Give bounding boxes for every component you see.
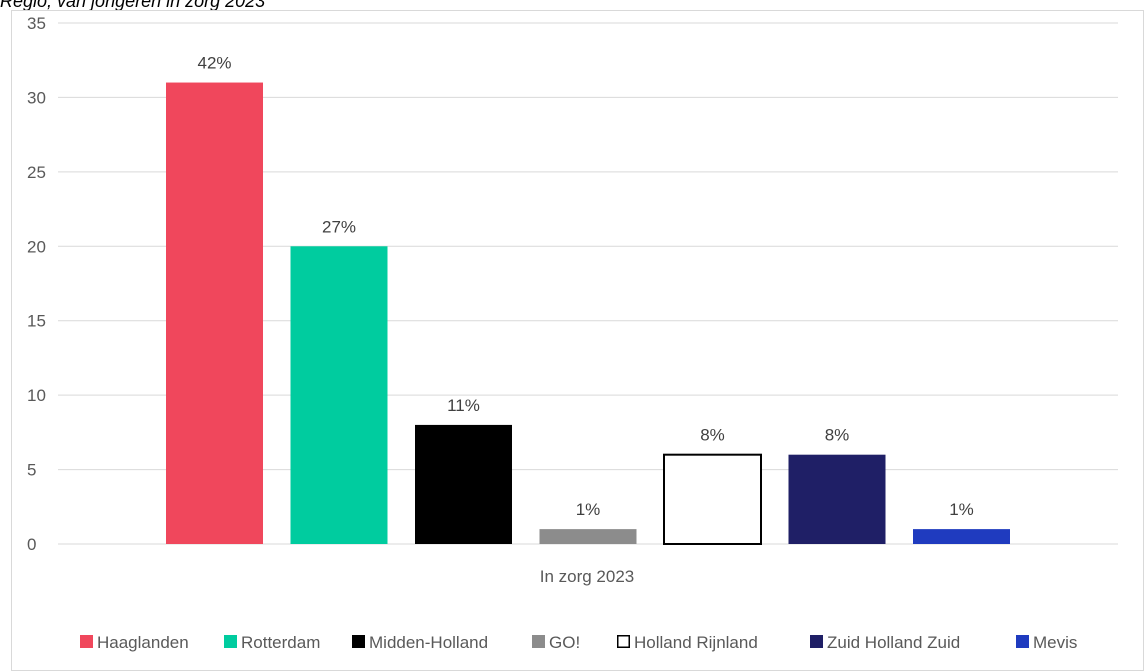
bar bbox=[663, 453, 762, 545]
y-tick-label: 30 bbox=[27, 88, 46, 107]
legend-swatch bbox=[617, 635, 630, 648]
data-label: 1% bbox=[576, 500, 601, 519]
data-label: 8% bbox=[825, 426, 850, 445]
chart-title: Regio, van jongeren in zorg 2023 bbox=[0, 0, 266, 11]
legend-swatch bbox=[1016, 635, 1029, 648]
y-tick-label: 35 bbox=[27, 14, 46, 33]
bar bbox=[166, 82, 263, 545]
y-tick-label: 0 bbox=[27, 535, 36, 554]
bar bbox=[539, 529, 637, 544]
y-tick-label: 5 bbox=[27, 461, 36, 480]
data-label: 11% bbox=[447, 396, 480, 415]
legend-label: Haaglanden bbox=[97, 633, 189, 652]
legend-swatch bbox=[810, 635, 823, 648]
data-label: 42% bbox=[197, 54, 231, 73]
legend-label: Zuid Holland Zuid bbox=[827, 633, 960, 652]
y-tick-label: 15 bbox=[27, 312, 46, 331]
x-category-label: In zorg 2023 bbox=[540, 567, 635, 586]
legend-swatch bbox=[532, 635, 545, 648]
chart-frame bbox=[11, 10, 1144, 671]
legend-label: GO! bbox=[549, 633, 580, 652]
legend-label: Midden-Holland bbox=[369, 633, 488, 652]
y-tick-label: 20 bbox=[27, 237, 46, 256]
bar bbox=[788, 454, 886, 544]
legend-swatch bbox=[80, 635, 93, 648]
y-tick-label: 10 bbox=[27, 386, 46, 405]
y-tick-label: 25 bbox=[27, 163, 46, 182]
bar bbox=[415, 424, 512, 544]
data-label: 27% bbox=[322, 217, 356, 236]
legend-label: Holland Rijnland bbox=[634, 633, 758, 652]
legend-label: Rotterdam bbox=[241, 633, 320, 652]
data-label: 8% bbox=[700, 426, 725, 445]
legend-swatch bbox=[224, 635, 237, 648]
bar bbox=[290, 246, 388, 545]
legend-swatch bbox=[352, 635, 365, 648]
legend-label: Mevis bbox=[1033, 633, 1077, 652]
bar bbox=[913, 529, 1010, 544]
data-label: 1% bbox=[949, 500, 974, 519]
